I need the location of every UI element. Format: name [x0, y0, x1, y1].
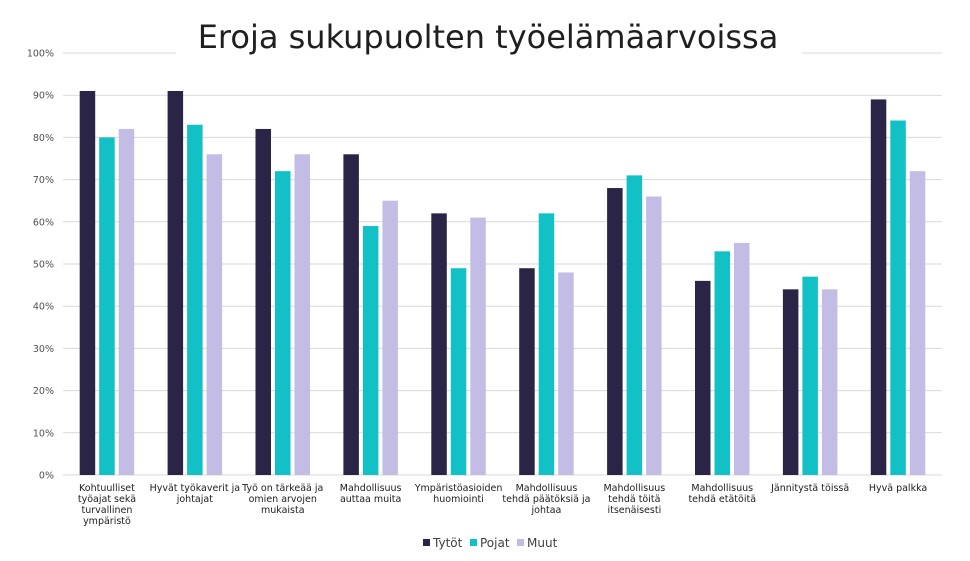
- bar-pojat: [275, 171, 291, 475]
- bar-muut: [294, 154, 310, 475]
- bar-tytöt: [870, 99, 887, 476]
- y-tick-label: 50%: [33, 260, 54, 271]
- y-tick-label: 100%: [27, 49, 54, 60]
- bar-muut: [558, 272, 574, 475]
- y-tick-label: 30%: [33, 344, 54, 355]
- x-category-label: Hyvä palkka: [869, 483, 927, 494]
- x-category-label: Jännitystä töissä: [770, 483, 849, 494]
- x-category-label: Hyvät työkaverit ja johtajat: [150, 483, 241, 505]
- bar-pojat: [99, 137, 115, 475]
- y-tick-label: 20%: [33, 386, 54, 397]
- bar-pojat: [538, 213, 555, 476]
- legend-swatch-pojat: [470, 539, 477, 546]
- bar-pojat: [187, 124, 203, 476]
- bar-tytöt: [782, 289, 799, 475]
- bar-tytöt: [167, 90, 184, 475]
- bar-tytöt: [695, 280, 711, 475]
- x-category-label: Ympäristöasioiden huomiointi: [414, 483, 503, 505]
- x-category-label: Kohtuulliset työajat sekä turvallinen ympär…: [78, 483, 136, 527]
- bar-pojat: [450, 268, 467, 475]
- legend-label-tytöt: Tytöt: [432, 536, 463, 550]
- bar-tytöt: [343, 154, 359, 475]
- bar-pojat: [714, 251, 730, 475]
- bar-muut: [734, 242, 750, 475]
- bar-muut: [118, 128, 135, 475]
- y-tick-label: 60%: [33, 217, 54, 228]
- x-axis-labels: Kohtuulliset työajat sekä turvallinen ympär…: [78, 483, 927, 527]
- y-axis-ticks: 0% 10% 20% 30% 40% 50% 60% 70% 80% 90% 100%: [27, 49, 54, 482]
- title-background: [176, 14, 802, 64]
- legend-label-pojat: Pojat: [480, 536, 510, 550]
- x-category-label: Mahdollisuus auttaa muita: [340, 483, 402, 505]
- x-category-label: Mahdollisuus tehdä töitä itsenäisesti: [603, 483, 665, 516]
- y-tick-label: 90%: [33, 91, 54, 102]
- bar-tytöt: [255, 128, 271, 475]
- bar-muut: [206, 154, 223, 475]
- chart-title: Eroja sukupuolten työelämäarvoissa: [198, 18, 779, 56]
- bar-tytöt: [79, 90, 96, 475]
- y-tick-label: 40%: [33, 302, 54, 313]
- bar-muut: [382, 200, 398, 475]
- y-tick-label: 0%: [39, 471, 54, 482]
- y-tick-label: 70%: [33, 175, 54, 186]
- bar-muut: [470, 217, 486, 475]
- bar-pojat: [890, 120, 906, 476]
- y-tick-label: 80%: [33, 133, 54, 144]
- y-tick-label: 10%: [33, 428, 54, 439]
- x-category-label: Mahdollisuus tehdä etätöitä: [688, 483, 756, 505]
- bar-muut: [909, 171, 926, 475]
- x-category-label: Mahdollisuus tehdä päätöksiä ja johtaa: [502, 483, 590, 516]
- bar-pojat: [626, 175, 643, 475]
- legend: Tytöt Pojat Muut: [423, 536, 558, 550]
- bar-muut: [646, 196, 662, 476]
- legend-swatch-muut: [517, 539, 524, 546]
- bars: [79, 90, 926, 476]
- bar-muut: [821, 289, 838, 475]
- bar-tytöt: [431, 213, 447, 476]
- x-category-label: Työ on tärkeää ja omien arvojen mukaista: [241, 483, 323, 516]
- legend-swatch-tytöt: [423, 539, 430, 546]
- bar-pojat: [802, 276, 818, 475]
- bar-tytöt: [519, 268, 535, 475]
- bar-pojat: [362, 226, 379, 475]
- legend-label-muut: Muut: [527, 536, 558, 550]
- bar-tytöt: [607, 188, 623, 476]
